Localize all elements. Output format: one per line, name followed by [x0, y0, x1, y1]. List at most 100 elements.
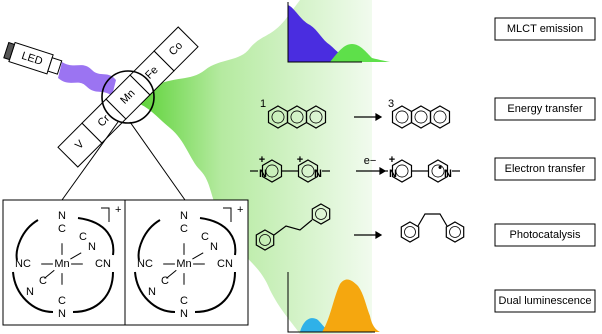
- atom-label: N: [389, 168, 397, 180]
- atom-label: NC: [137, 258, 153, 270]
- metal-label: Mn: [176, 258, 191, 270]
- spin-label: 3: [388, 98, 394, 110]
- ring: [391, 159, 413, 183]
- ring: [400, 221, 420, 243]
- ring: [305, 105, 327, 129]
- ring: [429, 105, 451, 129]
- atom-label: C: [39, 275, 47, 287]
- ring: [391, 105, 413, 129]
- ring-bond: [290, 110, 304, 124]
- chelate-arc: [137, 219, 161, 261]
- pointer-line: [61, 121, 119, 201]
- element-cell: [153, 26, 199, 72]
- application-label: Energy transfer: [507, 103, 583, 115]
- ring-bond: [301, 164, 315, 178]
- ring-bond: [309, 110, 323, 124]
- led-beam: [58, 62, 116, 96]
- ring-bond: [433, 110, 447, 124]
- atom-label: N: [259, 168, 267, 180]
- ring: [255, 229, 275, 251]
- atom-label: +: [259, 154, 265, 166]
- ring-bond: [315, 208, 327, 220]
- molecules: [250, 105, 465, 251]
- ring-bond: [259, 234, 271, 246]
- chelate-arc: [77, 217, 115, 256]
- charge-label: +: [115, 204, 121, 216]
- ring-bond: [404, 226, 416, 238]
- metal-label: Mn: [54, 258, 69, 270]
- ring-bond: [395, 110, 409, 124]
- application-label: MLCT emission: [507, 23, 583, 35]
- chelate-arc: [134, 271, 176, 313]
- atom-label: CN: [95, 258, 111, 270]
- complex-box: [124, 199, 249, 326]
- atom-label: N: [314, 168, 322, 180]
- pointer-line: [129, 121, 186, 201]
- glow: [140, 0, 372, 334]
- led: [3, 41, 63, 75]
- bond: [273, 219, 313, 236]
- ring: [427, 159, 449, 183]
- atom-label: C: [161, 275, 169, 287]
- application-box: [494, 223, 596, 247]
- ring: [311, 203, 331, 225]
- bracket: [223, 207, 232, 222]
- chelate-arc: [15, 219, 39, 261]
- atom-label: C: [58, 295, 66, 307]
- chelate-arc: [72, 271, 114, 313]
- application-box: [494, 289, 596, 313]
- bond: [166, 269, 177, 279]
- atom-label: N: [210, 241, 218, 253]
- ring-bond: [431, 164, 445, 178]
- atom-label: N: [26, 286, 34, 298]
- spin-label: 1: [260, 98, 266, 110]
- dual-luminescence-spectrum: [287, 272, 380, 333]
- bond: [70, 252, 82, 260]
- ring-bond: [414, 110, 428, 124]
- atom-label: C: [201, 231, 209, 243]
- chelate-arc: [194, 271, 236, 313]
- highlight-circle: [101, 70, 155, 124]
- ring-bond: [265, 164, 279, 178]
- atom-label: NC: [15, 258, 31, 270]
- ring: [261, 159, 283, 183]
- application-label: Photocatalysis: [510, 229, 581, 241]
- atom-label: N: [148, 286, 156, 298]
- arrows: [354, 112, 387, 240]
- application-box: [494, 157, 596, 181]
- ring-bond: [395, 164, 409, 178]
- atom-label: N: [444, 168, 452, 180]
- complex-box: [2, 199, 126, 326]
- bracket: [101, 207, 110, 222]
- atom-label: N: [58, 210, 66, 222]
- atom-label: C: [79, 231, 87, 243]
- ring: [297, 159, 319, 183]
- atom-label: N: [58, 308, 66, 320]
- application-label: Electron transfer: [505, 163, 586, 175]
- atom-label: N: [180, 210, 188, 222]
- atom-label: N: [88, 241, 96, 253]
- bond: [44, 269, 55, 279]
- ring: [445, 221, 465, 243]
- chelate-arc: [12, 271, 54, 313]
- charge-label: +: [237, 204, 243, 216]
- atom-label: +: [389, 154, 395, 166]
- bond: [417, 213, 448, 227]
- atom-label: +: [297, 154, 303, 166]
- electron-label: e−: [364, 155, 377, 167]
- ring: [410, 105, 432, 129]
- atom-label: •: [438, 162, 442, 174]
- chelate-arc: [199, 217, 237, 256]
- application-label: Dual luminescence: [499, 295, 592, 307]
- mlct-spectrum: [287, 2, 390, 63]
- application-box: [494, 17, 596, 41]
- application-boxes: MLCT emission Energy transfer Electron tra…: [494, 17, 596, 313]
- atom-label: CN: [217, 258, 233, 270]
- atom-label: N: [180, 308, 188, 320]
- atom-label: C: [180, 223, 188, 235]
- application-box: [494, 97, 596, 121]
